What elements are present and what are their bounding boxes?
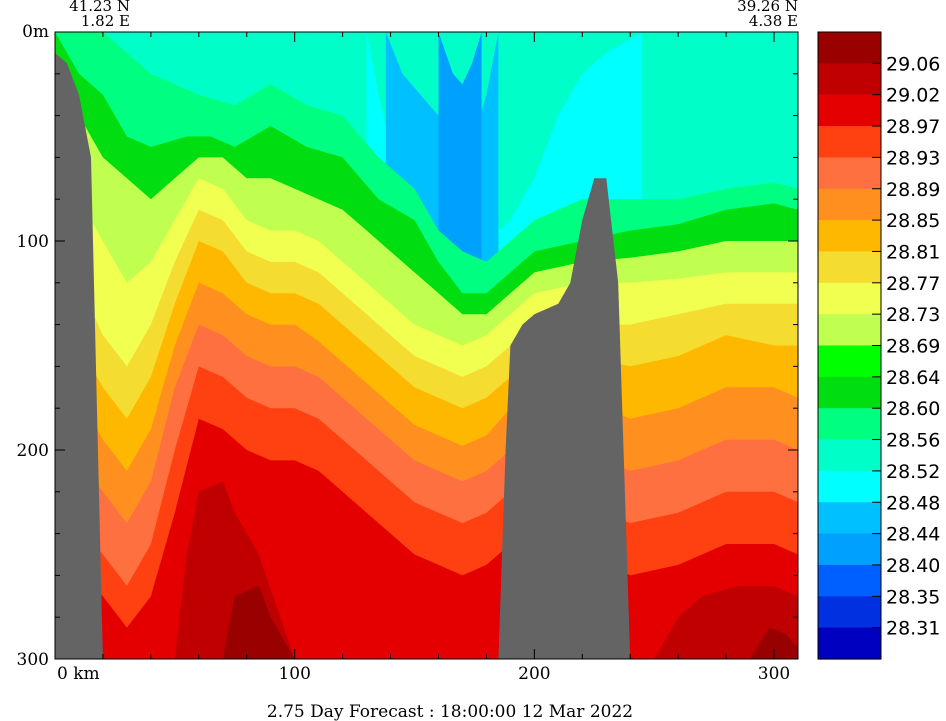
colorbar-label: 28.64 [886,367,940,389]
colorbar-swatch [818,32,881,64]
colorbar-swatch [818,157,881,190]
colorbar-swatch [818,282,881,315]
colorbar-label: 28.56 [886,430,940,452]
x-tick-label: 100 [278,664,310,684]
colorbar-label: 28.48 [886,492,940,514]
y-tick-label: 100 [17,232,49,252]
colorbar-label: 28.81 [886,242,940,264]
x-axis-labels: 0 km 100 200 300 [57,664,790,684]
colorbar-swatch [818,220,881,253]
colorbar-label: 28.52 [886,461,940,483]
y-tick-label: 300 [17,650,49,670]
colorbar: 29.06 29.02 28.97 28.93 28.89 28.85 28.81 28.77… [817,31,940,660]
colorbar-label: 28.60 [886,398,940,420]
colorbar-label: 28.69 [886,336,940,358]
colorbar-swatch [818,63,881,96]
colorbar-label: 28.93 [886,147,940,169]
y-tick-label: 200 [17,441,49,461]
x-tick-label: 0 km [57,664,100,684]
colorbar-label: 29.02 [886,85,940,107]
plot-frame [54,31,799,660]
colorbar-swatch [818,470,881,503]
colorbar-label: 29.06 [886,53,940,75]
colorbar-label: 28.97 [886,116,940,138]
right-lon-label: 4.38 E [749,12,798,30]
x-tick-label: 300 [758,664,790,684]
colorbar-swatch [818,251,881,284]
colorbar-swatch [818,533,881,566]
colorbar-label: 28.85 [886,210,940,232]
colorbar-label: 28.44 [886,524,940,546]
colorbar-swatch [818,126,881,158]
colorbar-swatch [818,439,881,472]
colorbar-swatch [818,627,881,660]
chart-title: 2.75 Day Forecast : 18:00:00 12 Mar 2022 [267,702,633,721]
y-tick-label: 0m [22,22,49,42]
right-lat-label: 39.26 N [737,0,798,15]
colorbar-label: 28.40 [886,555,940,577]
contour-band-15 [222,585,295,659]
contour-band-17 [750,627,798,659]
colorbar-label: 28.73 [886,304,940,326]
colorbar-swatch [818,314,881,347]
left-lon-label: 1.82 E [81,12,130,30]
colorbar-swatch [818,596,881,629]
x-tick-label: 200 [518,664,550,684]
colorbar-swatch [818,564,881,597]
y-axis-labels: 0m 100 200 300 [17,22,49,670]
colorbar-swatch [818,345,881,378]
colorbar-label: 28.31 [886,618,940,640]
terrain-mask-1 [498,178,631,659]
colorbar-swatch [818,502,881,535]
colorbar-label: 28.89 [886,179,940,201]
colorbar-swatch [818,94,881,127]
terrain-mask-0 [55,52,103,659]
plot-area [55,32,798,659]
colorbar-swatch [818,408,881,441]
left-lat-label: 41.23 N [69,0,130,15]
colorbar-swatch [818,188,881,221]
colorbar-label: 28.77 [886,273,940,295]
colorbar-label: 28.35 [886,586,940,608]
colorbar-swatch [818,376,881,409]
